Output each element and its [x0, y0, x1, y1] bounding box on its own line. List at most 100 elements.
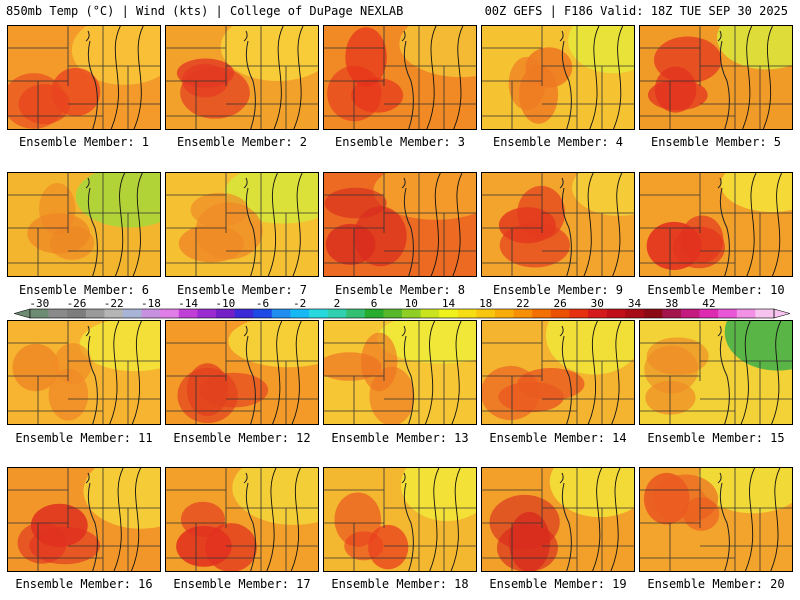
- isotherm-contour: [742, 26, 753, 129]
- ensemble-member-label: Ensemble Member: 20: [647, 577, 785, 591]
- colorbar-swatch: [67, 309, 87, 318]
- warm-region: [176, 58, 235, 88]
- warm-region: [498, 207, 556, 244]
- state-boundaries: [8, 173, 160, 276]
- ensemble-map-panel: [481, 172, 635, 277]
- river-line: [243, 30, 256, 129]
- warm-region: [12, 343, 60, 392]
- ensemble-map-panel: [165, 320, 319, 425]
- isotherm-contour: [429, 468, 440, 571]
- state-boundaries: [166, 468, 318, 571]
- river-line: [85, 30, 98, 129]
- ensemble-map-panel: [639, 25, 793, 130]
- ensemble-map-panel: [481, 25, 635, 130]
- ensemble-member-label: Ensemble Member: 14: [489, 431, 627, 445]
- temperature-field-map: [640, 26, 792, 129]
- ensemble-map-panel: [165, 172, 319, 277]
- ensemble-member-label: Ensemble Member: 1: [18, 135, 150, 149]
- ensemble-map-panel: [7, 172, 161, 277]
- colorbar-swatch: [606, 309, 626, 318]
- warm-region: [508, 511, 551, 571]
- colorbar-swatch: [643, 309, 663, 318]
- cool-region: [724, 321, 792, 371]
- warm-region: [646, 337, 709, 376]
- state-boundaries: [324, 173, 476, 276]
- temperature-field-map: [8, 468, 160, 571]
- river-line: [85, 472, 98, 571]
- colorbar-swatch: [383, 309, 403, 318]
- ensemble-map-panel: [639, 320, 793, 425]
- chart-title: 850mb Temp (°C) | Wind (kts) | College o…: [6, 4, 404, 18]
- colorbar-labels: -30 -26 -22 -18 -14 -10 -6 -2 2 6 10 14 18 22 26 30 34 38…: [0, 297, 800, 310]
- warm-region: [195, 202, 263, 260]
- colorbar-tick-label: 14: [441, 297, 456, 310]
- colorbar-swatch: [439, 309, 459, 318]
- ensemble-member-label: Ensemble Member: 2: [176, 135, 308, 149]
- river-line: [85, 325, 98, 424]
- colorbar-swatch: [104, 309, 124, 318]
- ensemble-member-label: Ensemble Member: 13: [331, 431, 469, 445]
- temperature-field-map: [324, 173, 476, 276]
- river-line: [559, 325, 572, 424]
- colorbar-tick-label: -18: [140, 297, 161, 310]
- cool-region: [373, 173, 476, 220]
- colorbar-swatch: [271, 309, 291, 318]
- temperature-field-map: [482, 321, 634, 424]
- isotherm-contour: [426, 26, 437, 129]
- state-boundaries: [482, 321, 634, 424]
- ensemble-map-panel: [323, 25, 477, 130]
- warm-region: [30, 503, 88, 547]
- colorbar-swatch: [364, 309, 384, 318]
- ensemble-map-panel: [323, 172, 477, 277]
- isotherm-contour: [762, 26, 773, 129]
- isotherm-contour: [292, 173, 303, 276]
- isotherm-contour: [587, 321, 598, 424]
- isotherm-contour: [130, 468, 141, 571]
- colorbar-tick-label: 22: [516, 297, 530, 310]
- ensemble-map-panel: [481, 320, 635, 425]
- warm-region: [654, 66, 697, 113]
- ensemble-member-label: Ensemble Member: 10: [647, 283, 785, 297]
- cool-region: [568, 26, 634, 74]
- river-line: [243, 472, 256, 571]
- river-line: [243, 177, 256, 276]
- state-boundaries: [482, 26, 634, 129]
- colorbar-swatch: [178, 309, 198, 318]
- colorbar-swatch: [736, 309, 756, 318]
- state-boundaries: [8, 26, 160, 129]
- state-boundaries: [166, 173, 318, 276]
- cool-region: [720, 173, 792, 213]
- cool-region: [716, 26, 792, 70]
- colorbar-tick-label: 34: [627, 297, 642, 310]
- river-line: [401, 325, 414, 424]
- colorbar-tick-label: 2: [333, 297, 341, 310]
- warm-region: [334, 492, 381, 547]
- isotherm-contour: [290, 468, 301, 571]
- colorbar-swatch: [30, 309, 49, 318]
- colorbar-swatch: [420, 309, 440, 318]
- cool-region: [572, 173, 634, 216]
- temperature-field-map: [640, 468, 792, 571]
- colorbar-swatch: [457, 309, 477, 318]
- cool-region: [399, 26, 476, 78]
- isotherm-contour: [114, 173, 126, 276]
- river-line: [717, 325, 730, 424]
- warm-region: [643, 472, 690, 525]
- state-boundaries: [324, 468, 476, 571]
- isotherm-contour: [131, 321, 142, 424]
- colorbar-swatch: [699, 309, 719, 318]
- temperature-field-map: [482, 26, 634, 129]
- cool-region: [79, 321, 160, 372]
- colorbar-swatch: [532, 309, 552, 318]
- warm-region: [324, 187, 387, 219]
- ensemble-member-label: Ensemble Member: 9: [492, 283, 624, 297]
- ensemble-member-label: Ensemble Member: 18: [331, 577, 469, 591]
- isotherm-contour: [612, 173, 623, 276]
- river-line: [401, 177, 414, 276]
- ensemble-member-label: Ensemble Member: 5: [650, 135, 782, 149]
- colorbar-swatch: [216, 309, 235, 318]
- ensemble-member-label: Ensemble Member: 8: [334, 283, 466, 297]
- temperature-field-map: [482, 468, 634, 571]
- colorbar-swatch: [160, 309, 180, 318]
- colorbar-tick-label: -2: [293, 297, 307, 310]
